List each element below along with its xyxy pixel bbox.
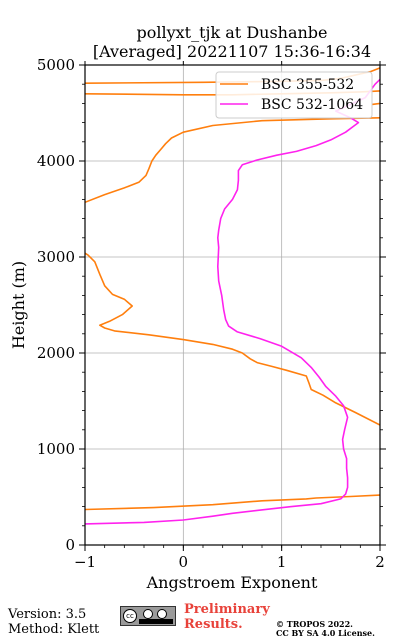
- legend-label-bsc-355-532: BSC 355-532: [261, 77, 354, 93]
- legend-label-bsc-532-1064: BSC 532-1064: [261, 97, 363, 113]
- x-tick-label: −1: [74, 553, 96, 571]
- preliminary-line-1: Preliminary: [184, 602, 270, 617]
- legend-box: [215, 71, 373, 119]
- version-label: Version: 3.5: [8, 607, 87, 622]
- cc-by-sa-badge-icon: cc: [120, 606, 176, 626]
- method-label: Method: Klett: [8, 622, 100, 637]
- chart-title-line-1: pollyxt_tjk at Dushanbe: [136, 23, 327, 42]
- copyright-line-1: © TROPOS 2022.: [276, 619, 353, 629]
- y-tick-label: 4000: [37, 152, 75, 170]
- series-line-bsc-355-532: [85, 67, 380, 511]
- y-tick-label: 2000: [37, 344, 75, 362]
- plot-frame: [84, 64, 381, 546]
- preliminary-results-notice: Preliminary Results.: [184, 602, 270, 632]
- license-strip: [139, 619, 173, 624]
- y-tick-label: 3000: [37, 248, 75, 266]
- y-tick-label: 1000: [37, 440, 75, 458]
- series-layer: [85, 67, 380, 525]
- copyright-line-2: CC BY SA 4.0 License.: [276, 628, 375, 638]
- x-tick-label: 1: [277, 553, 287, 571]
- x-tick-label: 0: [179, 553, 189, 571]
- series-line-bsc-532-1064: [85, 78, 380, 525]
- by-attribution-icon: [143, 609, 153, 619]
- legend: BSC 355-532 BSC 532-1064: [215, 71, 373, 119]
- x-tick-label: 2: [375, 553, 385, 571]
- y-axis-label: Height (m): [9, 261, 28, 349]
- preliminary-line-2: Results.: [184, 617, 243, 632]
- x-axis-label: Angstroem Exponent: [146, 573, 318, 592]
- y-tick-label: 0: [65, 536, 75, 554]
- y-tick-label: 5000: [37, 56, 75, 74]
- copyright-notice: © TROPOS 2022. CC BY SA 4.0 License.: [276, 620, 375, 638]
- chart-title-line-2: [Averaged] 20221107 15:36-16:34: [93, 42, 371, 61]
- share-alike-icon: [157, 609, 167, 619]
- cc-circle-icon: cc: [123, 609, 137, 623]
